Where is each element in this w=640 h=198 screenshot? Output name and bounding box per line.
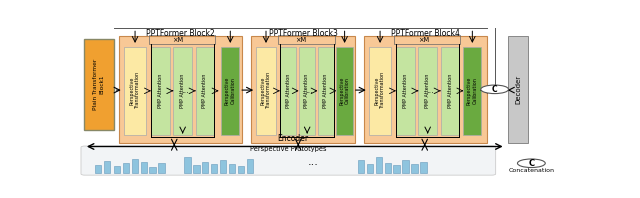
Text: ×M: ×M <box>418 37 429 43</box>
Text: Perspective
Transformation: Perspective Transformation <box>130 72 140 109</box>
Text: ...: ... <box>308 157 319 167</box>
Text: Plain Transformer
Block1: Plain Transformer Block1 <box>93 59 104 110</box>
Text: ×M: ×M <box>295 37 307 43</box>
Text: ...: ... <box>426 86 434 95</box>
Text: PMP Attention: PMP Attention <box>447 74 452 108</box>
Text: PPTFormer Block2: PPTFormer Block2 <box>146 29 214 38</box>
Text: Perspective Prototypes: Perspective Prototypes <box>250 146 326 152</box>
FancyBboxPatch shape <box>376 157 382 173</box>
FancyBboxPatch shape <box>412 164 418 173</box>
Text: PMP Attention: PMP Attention <box>180 74 185 108</box>
FancyBboxPatch shape <box>123 163 129 173</box>
FancyBboxPatch shape <box>420 162 427 173</box>
FancyBboxPatch shape <box>132 159 138 173</box>
FancyBboxPatch shape <box>251 36 355 143</box>
FancyBboxPatch shape <box>173 47 192 135</box>
Text: Perspective
Calibration: Perspective Calibration <box>225 77 236 105</box>
FancyBboxPatch shape <box>440 47 460 135</box>
FancyBboxPatch shape <box>280 47 296 135</box>
FancyBboxPatch shape <box>394 165 400 173</box>
FancyBboxPatch shape <box>141 162 147 173</box>
FancyBboxPatch shape <box>124 47 147 135</box>
Text: Encoder: Encoder <box>278 134 309 143</box>
FancyBboxPatch shape <box>237 167 244 173</box>
FancyBboxPatch shape <box>508 36 529 143</box>
Text: PPTFormer Block3: PPTFormer Block3 <box>269 29 338 38</box>
FancyBboxPatch shape <box>158 163 165 173</box>
FancyBboxPatch shape <box>403 160 409 173</box>
Circle shape <box>481 85 509 94</box>
Text: Perspective
Transformation: Perspective Transformation <box>374 72 385 109</box>
Text: PMP Attention: PMP Attention <box>323 74 328 108</box>
FancyBboxPatch shape <box>396 47 415 135</box>
FancyBboxPatch shape <box>385 163 391 173</box>
FancyBboxPatch shape <box>81 146 495 175</box>
Text: PMP Attention: PMP Attention <box>305 74 309 108</box>
Text: Perspective
Calibration: Perspective Calibration <box>339 77 350 105</box>
FancyBboxPatch shape <box>299 47 315 135</box>
Text: C: C <box>492 85 497 94</box>
FancyBboxPatch shape <box>118 36 242 143</box>
Circle shape <box>518 159 545 168</box>
Text: ...: ... <box>181 86 189 95</box>
FancyBboxPatch shape <box>337 47 353 135</box>
Text: PMP Attention: PMP Attention <box>425 74 430 108</box>
FancyBboxPatch shape <box>364 36 486 143</box>
FancyBboxPatch shape <box>358 161 364 173</box>
Text: Decoder: Decoder <box>515 75 521 104</box>
FancyBboxPatch shape <box>114 166 120 173</box>
FancyBboxPatch shape <box>151 47 170 135</box>
FancyBboxPatch shape <box>229 164 236 173</box>
FancyBboxPatch shape <box>150 167 156 173</box>
FancyBboxPatch shape <box>193 165 200 173</box>
FancyBboxPatch shape <box>369 47 392 135</box>
Text: PMP Attention: PMP Attention <box>158 74 163 108</box>
FancyBboxPatch shape <box>196 47 214 135</box>
FancyBboxPatch shape <box>367 164 373 173</box>
FancyBboxPatch shape <box>463 47 481 135</box>
FancyBboxPatch shape <box>95 165 101 173</box>
Text: ...: ... <box>305 86 313 95</box>
FancyBboxPatch shape <box>419 47 437 135</box>
Text: Perspective
Transformation: Perspective Transformation <box>260 72 271 109</box>
Text: PMP Attention: PMP Attention <box>403 74 408 108</box>
FancyBboxPatch shape <box>221 47 239 135</box>
Text: PPTFormer Block4: PPTFormer Block4 <box>391 29 460 38</box>
Text: Concatenation: Concatenation <box>508 168 554 173</box>
FancyBboxPatch shape <box>246 159 253 173</box>
FancyBboxPatch shape <box>202 162 209 173</box>
FancyBboxPatch shape <box>211 164 218 173</box>
Text: C: C <box>528 159 534 168</box>
Text: Perspective
Calibration: Perspective Calibration <box>467 77 477 105</box>
FancyBboxPatch shape <box>184 157 191 173</box>
FancyBboxPatch shape <box>104 161 110 173</box>
FancyBboxPatch shape <box>256 47 276 135</box>
Text: ×M: ×M <box>172 37 183 43</box>
FancyBboxPatch shape <box>84 39 114 130</box>
FancyBboxPatch shape <box>220 160 227 173</box>
Text: PMP Attention: PMP Attention <box>202 74 207 108</box>
FancyBboxPatch shape <box>317 47 334 135</box>
Text: PMP Attention: PMP Attention <box>285 74 291 108</box>
